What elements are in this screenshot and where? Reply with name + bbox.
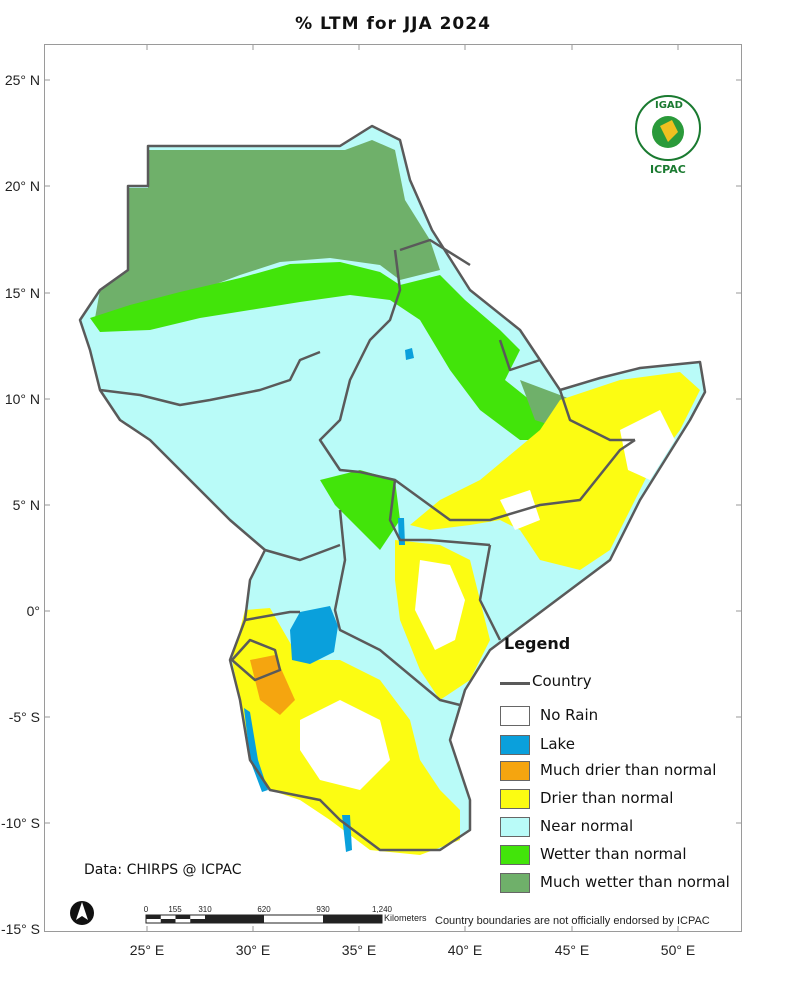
lon-label: 50° E: [660, 942, 696, 958]
logo-bottom-text: ICPAC: [650, 163, 686, 176]
lon-label: 45° E: [554, 942, 590, 958]
legend-swatch: [500, 817, 530, 837]
grid-ticks: [44, 44, 742, 932]
legend-label: Near normal: [540, 817, 634, 835]
lat-label: 5° N: [12, 497, 40, 513]
scale-unit-label: Kilometers: [384, 913, 427, 923]
region-no-rain: [300, 700, 390, 790]
logo-top-text: IGAD: [655, 100, 683, 111]
scale-tick-label: 930: [316, 905, 330, 914]
lat-label: 25° N: [4, 72, 40, 88]
region-wetter: [320, 470, 400, 550]
lon-label: 35° E: [341, 942, 377, 958]
legend-swatch: [500, 761, 530, 781]
lat-label: 15° N: [4, 285, 40, 301]
igad-logo-icon: [635, 95, 701, 161]
lake-tanganyika: [244, 708, 268, 792]
legend-swatch: [500, 706, 530, 726]
country-line-swatch: [500, 682, 530, 685]
legend-swatch: [500, 873, 530, 893]
lon-label: 30° E: [235, 942, 271, 958]
region-no-rain: [415, 560, 465, 650]
country-borders: [78, 124, 707, 852]
legend-title: Legend: [504, 634, 571, 653]
region-much-drier: [250, 655, 295, 715]
legend-label: No Rain: [540, 706, 599, 724]
scale-tick-label: 155: [168, 905, 182, 914]
scale-tick-label: 1,240: [371, 905, 393, 914]
lat-label: -15° S: [0, 921, 40, 937]
scale-bar: [145, 914, 383, 924]
region-no-rain: [620, 410, 675, 480]
legend-swatch: [500, 735, 530, 755]
legend-label: Drier than normal: [540, 789, 674, 807]
region-wetter: [90, 262, 570, 440]
legend-label: Much wetter than normal: [540, 873, 730, 891]
scale-tick-label: 310: [198, 905, 212, 914]
lat-label: 10° N: [4, 391, 40, 407]
legend-label: Much drier than normal: [540, 761, 717, 779]
legend-swatch: [500, 789, 530, 809]
lon-label: 25° E: [129, 942, 165, 958]
lat-label: -5° S: [8, 709, 40, 725]
lake-tana: [405, 348, 414, 360]
lake-victoria: [290, 606, 338, 664]
region-much-wetter: [95, 140, 440, 318]
legend-label: Wetter than normal: [540, 845, 687, 863]
lon-label: 40° E: [447, 942, 483, 958]
lat-label: -10° S: [0, 815, 40, 831]
lat-label: 20° N: [4, 178, 40, 194]
legend-swatch: [500, 845, 530, 865]
north-arrow-icon: [70, 901, 94, 925]
disclaimer-text: Country boundaries are not officially en…: [435, 915, 710, 927]
scale-tick-label: 620: [257, 905, 271, 914]
legend-country-label: Country: [532, 672, 592, 690]
data-source-label: Data: CHIRPS @ ICPAC: [84, 862, 242, 878]
lat-label: 0°: [26, 603, 40, 619]
scale-tick-label: 0: [143, 905, 149, 914]
legend-label: Lake: [540, 735, 575, 753]
map-title: % LTM for JJA 2024: [295, 14, 491, 34]
